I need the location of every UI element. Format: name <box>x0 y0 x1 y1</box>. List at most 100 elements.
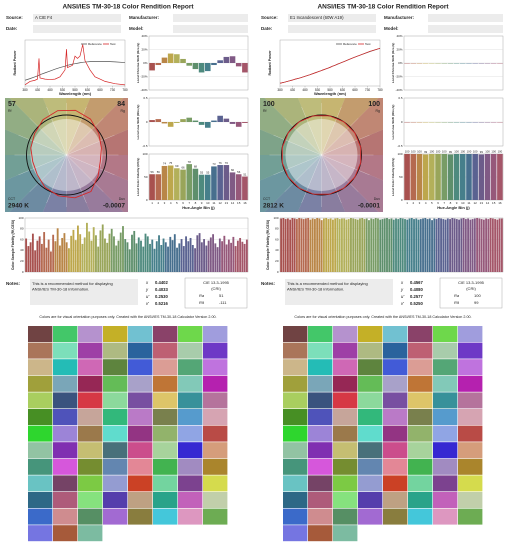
bar-value-label: 76 <box>219 161 223 165</box>
sample-bar <box>47 239 50 272</box>
sample-bar <box>334 218 337 272</box>
bar-value-label: 100 <box>473 150 478 154</box>
sample-bar <box>108 233 111 272</box>
y-tick-label: 0 <box>146 198 148 202</box>
y-tick-label: 40 <box>20 248 24 252</box>
bin-bar <box>453 154 460 200</box>
y-axis-label: Color Sample Fidelity (Rf,CESi) <box>266 220 270 270</box>
sample-bar <box>415 218 418 272</box>
x-tick-label: 7 <box>188 201 190 205</box>
rg-label: Rg <box>376 109 381 113</box>
bin-bar <box>149 174 155 200</box>
color-swatch <box>283 375 308 392</box>
hue-wedge <box>260 98 322 155</box>
bar-value-label: 56 <box>237 170 241 174</box>
bin-bar <box>192 120 199 122</box>
sample-bar <box>431 220 433 272</box>
color-swatch <box>433 508 458 525</box>
sample-bar <box>151 239 154 272</box>
sample-bar <box>476 218 479 272</box>
x-tick-label: 2 <box>412 201 414 205</box>
sample-bar <box>433 218 436 272</box>
bin-bar <box>472 154 478 200</box>
legend-label: Test <box>365 42 371 46</box>
color-swatch <box>53 442 78 459</box>
color-swatch <box>28 425 53 442</box>
sample-bar <box>158 235 160 272</box>
bin-bar <box>198 63 205 73</box>
bin-bar <box>217 115 223 122</box>
x-tick-label: 9 <box>456 201 458 205</box>
sample-bar <box>223 235 226 272</box>
color-swatch <box>433 392 458 409</box>
color-swatch <box>383 492 408 508</box>
y-axis-label: Local Color Fidelity (Rf,hj) <box>136 158 140 197</box>
sample-bar <box>49 251 52 272</box>
sample-bar <box>126 242 129 272</box>
sample-bar <box>88 231 91 272</box>
chromaticity-label: y <box>145 287 149 292</box>
cri-title: CIE 13.3-1995 <box>458 280 485 285</box>
bar-value-label: 69 <box>175 164 179 168</box>
sample-bar <box>191 245 194 272</box>
bar-value-label: 100 <box>417 150 422 154</box>
sample-bar <box>482 219 485 272</box>
x-tick-label: 13 <box>480 201 484 205</box>
color-swatch <box>333 508 358 525</box>
sample-bar <box>363 219 366 272</box>
y-tick-label: 0% <box>143 61 148 65</box>
color-swatch <box>358 409 383 425</box>
rg-value: 100 <box>368 101 380 108</box>
x-tick-label: 530 <box>315 88 321 92</box>
cct-value: 2812 K <box>263 203 284 210</box>
sample-bar <box>458 219 461 272</box>
sample-bar <box>500 218 503 272</box>
y-axis-label: Radiant Power <box>13 50 17 76</box>
bin-divider <box>321 154 342 204</box>
color-swatch <box>308 425 333 442</box>
color-swatch <box>333 425 358 442</box>
bar-value-label: 100 <box>442 150 447 154</box>
sample-bar <box>428 218 431 272</box>
sample-bar <box>124 239 127 272</box>
bin-divider <box>301 106 322 156</box>
field-box <box>428 25 503 33</box>
color-swatch <box>358 359 383 376</box>
color-swatch <box>358 442 383 459</box>
reference-circle <box>281 114 362 196</box>
color-swatch <box>383 359 408 376</box>
sample-bar <box>40 243 43 272</box>
chromaticity-label: v' <box>401 301 404 306</box>
hue-wedge <box>66 98 124 155</box>
sample-bar <box>338 219 341 272</box>
duv-value: -0.0007 <box>103 203 125 210</box>
color-swatch <box>308 342 333 359</box>
bin-bar <box>217 165 223 200</box>
cri-title: CIE 13.3-1995 <box>203 280 230 285</box>
bin-divider <box>46 154 67 204</box>
sample-bar <box>140 240 142 272</box>
color-swatch <box>383 508 408 525</box>
color-swatch <box>103 375 128 392</box>
sample-bar <box>153 248 156 272</box>
y-tick-label: -40% <box>140 88 147 92</box>
bin-bar <box>211 166 217 200</box>
color-swatch <box>128 359 153 376</box>
ra-label: Ra <box>454 293 460 298</box>
color-swatch <box>178 442 203 459</box>
chromaticity-value: 0.4567 <box>410 280 423 285</box>
sample-bar <box>289 219 292 272</box>
color-swatch <box>458 326 483 342</box>
sample-bar <box>304 218 307 272</box>
color-swatch <box>333 409 358 425</box>
notes-label: Notes: <box>6 281 21 286</box>
sample-bar <box>243 243 246 272</box>
color-swatch <box>308 508 333 525</box>
field-box <box>288 14 376 22</box>
x-tick-label: 14 <box>486 201 490 205</box>
color-swatch <box>28 342 53 359</box>
r9-label: R9 <box>454 300 460 305</box>
bin-bar <box>416 154 423 200</box>
color-swatch <box>308 392 333 409</box>
